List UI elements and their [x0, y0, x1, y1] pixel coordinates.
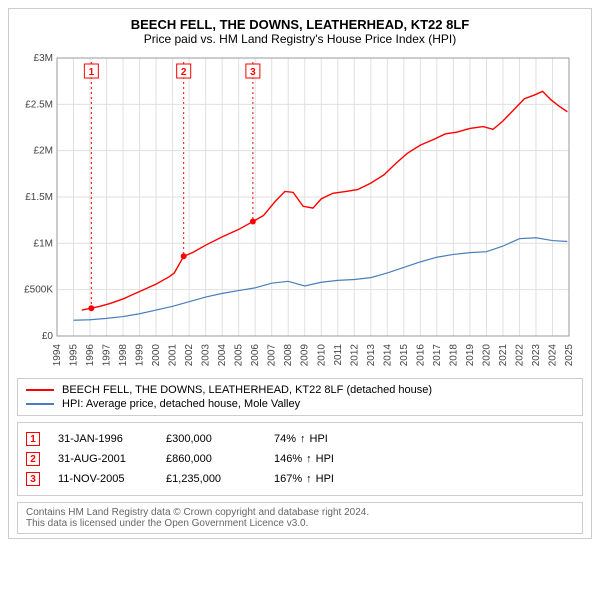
- arrow-up-icon: ↑: [306, 453, 312, 465]
- sale-hpi-suffix: HPI: [310, 433, 328, 445]
- arrow-up-icon: ↑: [300, 433, 306, 445]
- sale-hpi-pct: 167%: [274, 473, 302, 485]
- svg-text:2013: 2013: [366, 344, 377, 367]
- svg-text:2018: 2018: [448, 344, 459, 367]
- sale-marker-box: 2: [26, 452, 40, 466]
- legend-row: BEECH FELL, THE DOWNS, LEATHERHEAD, KT22…: [26, 383, 574, 397]
- legend-label: BEECH FELL, THE DOWNS, LEATHERHEAD, KT22…: [62, 384, 432, 396]
- svg-text:2006: 2006: [250, 344, 261, 367]
- svg-text:2023: 2023: [531, 344, 542, 367]
- svg-text:2020: 2020: [481, 344, 492, 367]
- svg-text:1997: 1997: [102, 344, 113, 367]
- sale-price: £300,000: [166, 433, 256, 445]
- svg-text:3: 3: [250, 67, 256, 78]
- svg-text:£2.5M: £2.5M: [25, 99, 53, 110]
- sale-marker-box: 3: [26, 472, 40, 486]
- svg-text:£500K: £500K: [24, 285, 53, 296]
- svg-text:2004: 2004: [217, 344, 228, 367]
- footer: Contains HM Land Registry data © Crown c…: [17, 502, 583, 534]
- footer-line1: Contains HM Land Registry data © Crown c…: [26, 507, 574, 518]
- sale-hpi: 74% ↑ HPI: [274, 433, 328, 445]
- svg-text:2012: 2012: [349, 344, 360, 367]
- svg-text:1: 1: [89, 67, 95, 78]
- svg-text:2019: 2019: [465, 344, 476, 367]
- sale-hpi-pct: 74%: [274, 433, 296, 445]
- svg-text:1998: 1998: [118, 344, 129, 367]
- chart-title-line1: BEECH FELL, THE DOWNS, LEATHERHEAD, KT22…: [17, 17, 583, 32]
- legend-label: HPI: Average price, detached house, Mole…: [62, 398, 300, 410]
- sale-hpi-pct: 146%: [274, 453, 302, 465]
- svg-text:2014: 2014: [382, 344, 393, 367]
- svg-text:2017: 2017: [432, 344, 443, 367]
- legend-swatch: [26, 403, 54, 405]
- sale-date: 11-NOV-2005: [58, 473, 148, 485]
- svg-text:2021: 2021: [498, 344, 509, 367]
- sale-date: 31-JAN-1996: [58, 433, 148, 445]
- svg-text:2022: 2022: [514, 344, 525, 367]
- svg-text:1994: 1994: [52, 344, 63, 367]
- chart-container: BEECH FELL, THE DOWNS, LEATHERHEAD, KT22…: [8, 8, 592, 539]
- svg-text:1995: 1995: [69, 344, 80, 367]
- footer-line2: This data is licensed under the Open Gov…: [26, 518, 574, 529]
- legend: BEECH FELL, THE DOWNS, LEATHERHEAD, KT22…: [17, 378, 583, 416]
- svg-text:1996: 1996: [85, 344, 96, 367]
- svg-text:£1M: £1M: [34, 238, 53, 249]
- sale-hpi-suffix: HPI: [316, 453, 334, 465]
- svg-text:2003: 2003: [201, 344, 212, 367]
- sale-hpi: 167% ↑ HPI: [274, 473, 334, 485]
- svg-text:£1.5M: £1.5M: [25, 192, 53, 203]
- svg-text:2001: 2001: [168, 344, 179, 367]
- svg-text:£2M: £2M: [34, 146, 53, 157]
- sales-table: 1 31-JAN-1996 £300,000 74% ↑ HPI 2 31-AUG-2001 £…: [17, 422, 583, 496]
- plot-area: £0 £500K £1M £1.5M £2M £2.5M £3M 1994 1995 1996 19…: [17, 52, 583, 372]
- arrow-up-icon: ↑: [306, 473, 312, 485]
- svg-text:2000: 2000: [151, 344, 162, 367]
- svg-text:2011: 2011: [333, 344, 344, 366]
- svg-text:2024: 2024: [547, 344, 558, 367]
- sale-marker-box: 1: [26, 432, 40, 446]
- sale-hpi: 146% ↑ HPI: [274, 453, 334, 465]
- svg-text:2005: 2005: [234, 344, 245, 367]
- legend-swatch: [26, 389, 54, 391]
- svg-text:2: 2: [181, 67, 187, 78]
- svg-text:£0: £0: [42, 331, 54, 342]
- svg-text:£3M: £3M: [34, 53, 53, 64]
- sale-row: 3 11-NOV-2005 £1,235,000 167% ↑ HPI: [26, 469, 574, 489]
- chart-svg: £0 £500K £1M £1.5M £2M £2.5M £3M 1994 1995 1996 19…: [17, 52, 577, 372]
- svg-text:2010: 2010: [316, 344, 327, 367]
- svg-text:1999: 1999: [135, 344, 146, 367]
- sale-price: £860,000: [166, 453, 256, 465]
- sale-price: £1,235,000: [166, 473, 256, 485]
- svg-text:2008: 2008: [283, 344, 294, 367]
- svg-text:2025: 2025: [564, 344, 575, 367]
- svg-text:2015: 2015: [399, 344, 410, 367]
- sale-date: 31-AUG-2001: [58, 453, 148, 465]
- svg-text:2007: 2007: [267, 344, 278, 367]
- svg-text:2009: 2009: [300, 344, 311, 367]
- sale-hpi-suffix: HPI: [316, 473, 334, 485]
- chart-title-line2: Price paid vs. HM Land Registry's House …: [17, 32, 583, 46]
- legend-row: HPI: Average price, detached house, Mole…: [26, 397, 574, 411]
- svg-text:2016: 2016: [415, 344, 426, 367]
- svg-text:2002: 2002: [184, 344, 195, 367]
- sale-row: 2 31-AUG-2001 £860,000 146% ↑ HPI: [26, 449, 574, 469]
- sale-row: 1 31-JAN-1996 £300,000 74% ↑ HPI: [26, 429, 574, 449]
